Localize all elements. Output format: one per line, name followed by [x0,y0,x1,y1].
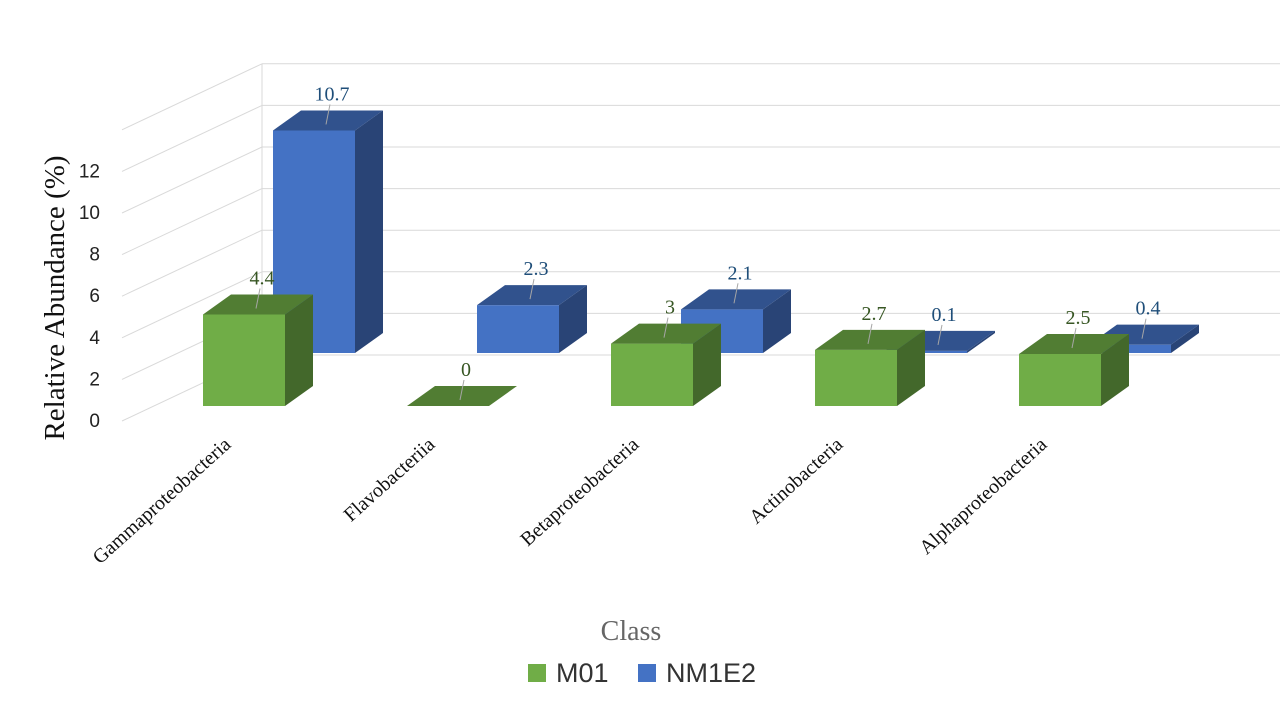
data-label-leader [937,324,943,346]
bar-top [681,289,791,310]
x-axis-label: Class [601,616,662,647]
y-tick-label: 2 [89,369,100,390]
gridline-diagonal [121,104,263,172]
data-label-leader [663,317,669,338]
bar-front [611,343,693,406]
x-tick-label: Flavobacteriia [340,433,440,526]
legend-swatch [528,664,546,682]
data-label: 0.4 [1136,298,1161,320]
bar-M01-1 [407,386,517,406]
bar-M01-2 [611,323,721,406]
y-tick-label: 6 [89,286,100,307]
bar-top [203,294,313,315]
y-tick-label: 0 [89,411,100,432]
bar-top [407,386,517,406]
bar-side [967,330,995,353]
gridline-diagonal [121,229,263,297]
gridlines [121,63,1280,422]
data-label: 2.5 [1066,307,1091,329]
x-tick-label: Betaproteobacteria [516,433,643,550]
data-label-leader [1071,327,1077,349]
data-labels: 10.7 2.3 2.1 0.1 0.4 4.4 0 3 2.7 2.5 [250,83,1161,401]
data-label-leader [459,379,465,401]
legend-item-NM1E2: NM1E2 [638,658,756,688]
x-tick-label: Actinobacteria [745,433,847,528]
data-label: 3 [665,297,675,319]
x-tick-label: Gammaproteobacteria [89,433,236,568]
y-tick-label: 4 [89,328,100,349]
data-label: 2.7 [862,303,887,325]
bar-M01-3 [815,329,925,406]
data-label: 10.7 [315,83,350,105]
bar-side [897,329,925,406]
bar-top [611,323,721,344]
bar-front [1019,354,1101,406]
bar-front [815,349,897,406]
x-tick-label: Alphaproteobacteria [915,433,1051,559]
bar-top [273,110,383,131]
bar-NM1E2-0 [273,110,383,353]
bar-top [1019,334,1129,354]
data-label-leader [867,323,873,344]
bar-front [477,305,559,353]
bar-side [693,323,721,406]
data-label: 0 [461,359,471,381]
bar-M01-4 [1019,334,1129,406]
y-tick-label: 12 [79,161,100,182]
data-label: 4.4 [250,267,275,289]
bar-front [1089,344,1171,353]
bar-side [1171,324,1199,353]
bar-side [285,294,313,406]
bar-side [763,289,791,353]
legend-item-M01: M01 [528,658,609,688]
legend-label: M01 [556,658,609,688]
y-tick-label: 8 [89,245,100,266]
legend-label: NM1E2 [666,658,756,688]
data-label-leader [529,279,535,300]
y-axis-ticks: 0 2 4 6 8 10 12 [79,161,101,432]
data-label-leader [733,283,739,304]
legend: M01 NM1E2 [528,658,756,688]
bar-M01-0 [203,294,313,406]
data-label-leader [1141,318,1147,339]
bar-front [203,314,285,406]
bar-top [477,285,587,306]
gridline-diagonal [121,271,263,339]
data-label-leader [255,288,261,309]
bar-front [885,350,967,353]
bars [203,110,1199,406]
y-tick-label: 10 [79,203,100,224]
x-axis-ticks: Gammaproteobacteria Flavobacteriia Betapro… [89,433,1052,568]
bar-side [559,285,587,353]
data-label: 0.1 [932,304,957,326]
data-label-leader [325,104,331,125]
bar-side [355,110,383,353]
y-axis-label: Relative Abundance (%) [39,155,71,440]
bar-NM1E2-1 [477,285,587,353]
gridline-diagonal [121,188,263,256]
data-label: 2.3 [524,258,549,280]
gridline-diagonal [121,63,263,131]
bar-top [815,329,925,350]
legend-swatch [638,664,656,682]
bar-side [1101,334,1129,406]
data-label: 2.1 [728,262,753,284]
gridline-diagonal [121,146,263,214]
